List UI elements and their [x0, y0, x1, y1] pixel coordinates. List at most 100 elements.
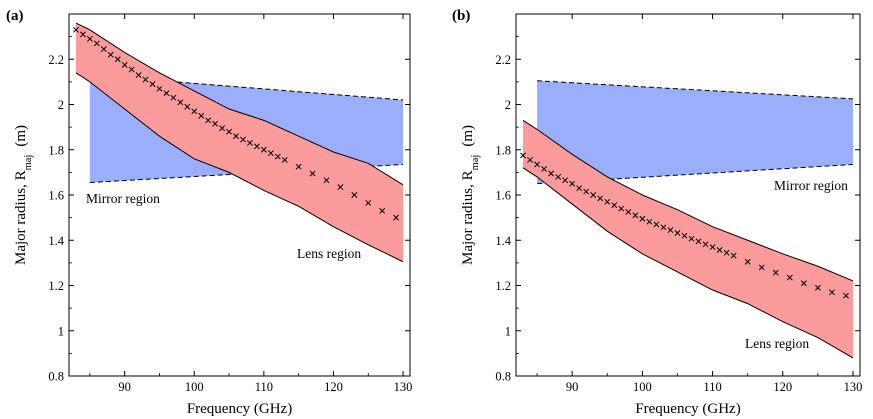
panel-b-x-tick-label: 110 — [703, 380, 721, 394]
panel-b-data-point — [716, 247, 723, 253]
panel-a-x-tick-label: 130 — [394, 380, 413, 394]
panel-a-y-tick-label: 1.2 — [48, 279, 64, 293]
panel-b-data-point — [730, 252, 737, 259]
panel-b-y-tick-label: 1.8 — [495, 143, 511, 157]
panel-b-data-point — [702, 241, 709, 248]
panel-b-data-point — [562, 177, 569, 184]
panel-a-data-point — [233, 133, 239, 140]
panel-b-mirror-upper-boundary — [537, 80, 854, 100]
panel-a-data-point — [267, 150, 274, 157]
panel-a-data-point — [191, 108, 198, 115]
panel-a-data-point — [323, 177, 330, 184]
panel-b-data-point — [744, 258, 751, 265]
panel-a-lens-region-label: Lens region — [297, 246, 361, 261]
panel-a-data-point — [170, 94, 177, 101]
panel-a-data-point — [149, 81, 156, 88]
panel-b-data-point — [555, 173, 562, 180]
panel-a-x-axis-label: Frequency (GHz) — [187, 401, 292, 417]
panel-a-data-point — [260, 146, 267, 153]
panel-b-data-point — [618, 205, 625, 212]
panel-b-data-point — [786, 274, 793, 281]
panel-b-y-axis-label: Major radius, Rmaj (m) — [460, 125, 481, 265]
panel-a-y-axis-label: Major radius, Rmaj (m) — [13, 125, 34, 265]
panel-b-x-tick-label: 100 — [633, 380, 652, 394]
panel-b-y-tick-label: 0.8 — [495, 370, 511, 384]
panel-a-mirror-region-label: Mirror region — [86, 191, 160, 206]
panel-b-data-point — [520, 152, 526, 159]
panel-a-data-point — [198, 112, 205, 119]
panel-a-x-tick-label: 110 — [255, 380, 273, 394]
panel-a-data-point — [135, 72, 142, 79]
panel-b-data-point — [758, 264, 765, 271]
panel-a-data-point — [274, 153, 281, 160]
panel-b-y-tick-label: 1 — [505, 324, 511, 338]
panel-a-data-point — [184, 103, 191, 110]
panel-b-data-point — [828, 289, 835, 296]
panel-b-data-point — [667, 227, 674, 234]
panel-b-y-axis-label-main: Major radius, R — [460, 170, 476, 265]
panel-b-y-axis-label-sub: maj — [470, 155, 481, 171]
panel-b-label: (b) — [452, 8, 470, 24]
panel-a-x-tick-label: 120 — [324, 380, 343, 394]
panel-a-data-point — [219, 125, 226, 132]
panel-a-y-tick-label: 2 — [58, 98, 64, 112]
panel-b-data-point — [527, 156, 533, 163]
panel-b-data-point — [590, 192, 597, 198]
panel-b-plot-area — [520, 80, 854, 359]
panel-b-data-point — [639, 215, 646, 222]
panel-b-data-point — [548, 170, 555, 177]
panel-a-data-point — [121, 61, 128, 68]
panel-a-data-point — [177, 99, 184, 106]
panel-b-data-point — [534, 161, 541, 168]
panel-b-data-point — [541, 166, 548, 172]
panel-a-y-tick-label: 1.6 — [48, 189, 64, 203]
panel-a: (a) Frequency (GHz) Major radius, Rmaj (m… — [6, 8, 412, 417]
panel-a-y-axis-label-sub: maj — [23, 155, 34, 171]
panel-b-data-point — [723, 249, 730, 256]
panel-a-data-point — [365, 199, 372, 206]
panel-b: (b) Frequency (GHz) Major radius, Rmaj (m… — [452, 8, 862, 417]
panel-a-y-tick-label: 0.8 — [48, 370, 64, 384]
panel-b-x-tick-label: 90 — [566, 380, 579, 394]
panel-a-lens-lower-boundary — [75, 72, 404, 263]
panel-a-data-point — [379, 207, 386, 214]
panel-b-data-point — [772, 269, 779, 276]
panel-a-data-point — [79, 31, 86, 38]
panel-b-data-point — [604, 198, 611, 205]
panel-b-data-point — [611, 202, 618, 209]
panel-a-label: (a) — [6, 8, 24, 24]
panel-b-data-point — [583, 188, 590, 195]
panel-b-x-tick-label: 130 — [844, 380, 863, 394]
panel-b-mirror-region-label: Mirror region — [774, 178, 848, 193]
panel-a-data-point — [163, 90, 170, 97]
panel-b-data-point — [688, 235, 695, 242]
panel-b-data-point — [597, 195, 604, 202]
panel-a-y-axis-label-main: Major radius, R — [13, 170, 29, 265]
panel-a-plot-area — [73, 22, 404, 263]
panel-b-data-point — [576, 185, 583, 192]
panel-a-data-point — [337, 184, 344, 191]
panel-b-data-point — [632, 212, 639, 219]
panel-a-data-point — [107, 51, 114, 58]
panel-a-data-point — [246, 140, 253, 146]
panel-b-mirror-band — [537, 80, 853, 184]
panel-b-lens-region-label: Lens region — [745, 336, 809, 351]
panel-a-data-point — [114, 56, 121, 63]
panel-a-data-point — [295, 163, 302, 170]
panel-b-data-point — [674, 230, 681, 236]
panel-a-data-point — [393, 214, 400, 221]
panel-a-lens-band — [75, 23, 404, 262]
panel-a-data-point — [253, 143, 260, 150]
panel-b-data-point — [843, 292, 849, 299]
panel-a-data-point — [142, 76, 149, 83]
panel-b-data-point — [653, 221, 660, 228]
panel-b-y-tick-label: 2.2 — [495, 53, 511, 67]
panel-b-y-tick-label: 1.2 — [495, 279, 511, 293]
panel-a-y-tick-label: 1 — [58, 324, 64, 338]
panel-b-y-tick-label: 1.6 — [495, 189, 511, 203]
panel-a-data-point — [226, 128, 233, 135]
panel-a-data-point — [351, 192, 358, 198]
panel-a-y-tick-label: 1.4 — [48, 234, 64, 248]
panel-b-lens-band — [523, 120, 853, 358]
